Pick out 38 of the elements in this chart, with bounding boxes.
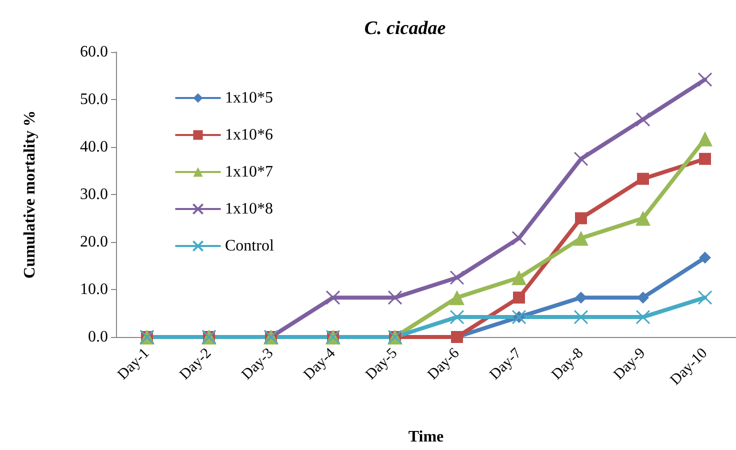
point [698, 72, 712, 87]
y-tick-label: 50.0 [80, 91, 108, 108]
y-tick-label: 30.0 [80, 186, 108, 203]
point [450, 290, 464, 306]
point [388, 290, 402, 305]
point [326, 290, 340, 305]
chart-title: C. cicadae [364, 18, 446, 39]
point [699, 252, 711, 264]
point [450, 270, 464, 285]
legend-label: Control [225, 238, 274, 254]
y-tick-label: 10.0 [80, 281, 108, 298]
x-axis-title: Time [408, 428, 444, 446]
y-tick-label: 40.0 [80, 138, 108, 156]
y-tick-label: 0.0 [88, 328, 108, 346]
legend-label: 1x10*6 [225, 126, 273, 144]
legend-label: 1x10*8 [225, 200, 273, 218]
y-tick-label: 20.0 [80, 234, 108, 250]
legend-label: 1x10*5 [225, 90, 273, 106]
point [450, 310, 464, 324]
y-tick-label: 60.0 [80, 44, 108, 60]
point [575, 212, 587, 224]
point [512, 230, 526, 246]
y-axis-title: Cumulative mortality % [22, 110, 38, 278]
point [574, 230, 588, 246]
point [574, 310, 588, 324]
point [699, 152, 711, 165]
point [512, 270, 526, 286]
point [513, 292, 525, 304]
point [574, 152, 588, 166]
point [698, 131, 712, 146]
point [637, 172, 649, 185]
point [636, 210, 650, 226]
point [637, 292, 649, 304]
legend-label: 1x10*7 [225, 164, 273, 180]
point [636, 112, 650, 127]
point [575, 292, 587, 304]
point [636, 310, 650, 324]
point [698, 290, 712, 305]
